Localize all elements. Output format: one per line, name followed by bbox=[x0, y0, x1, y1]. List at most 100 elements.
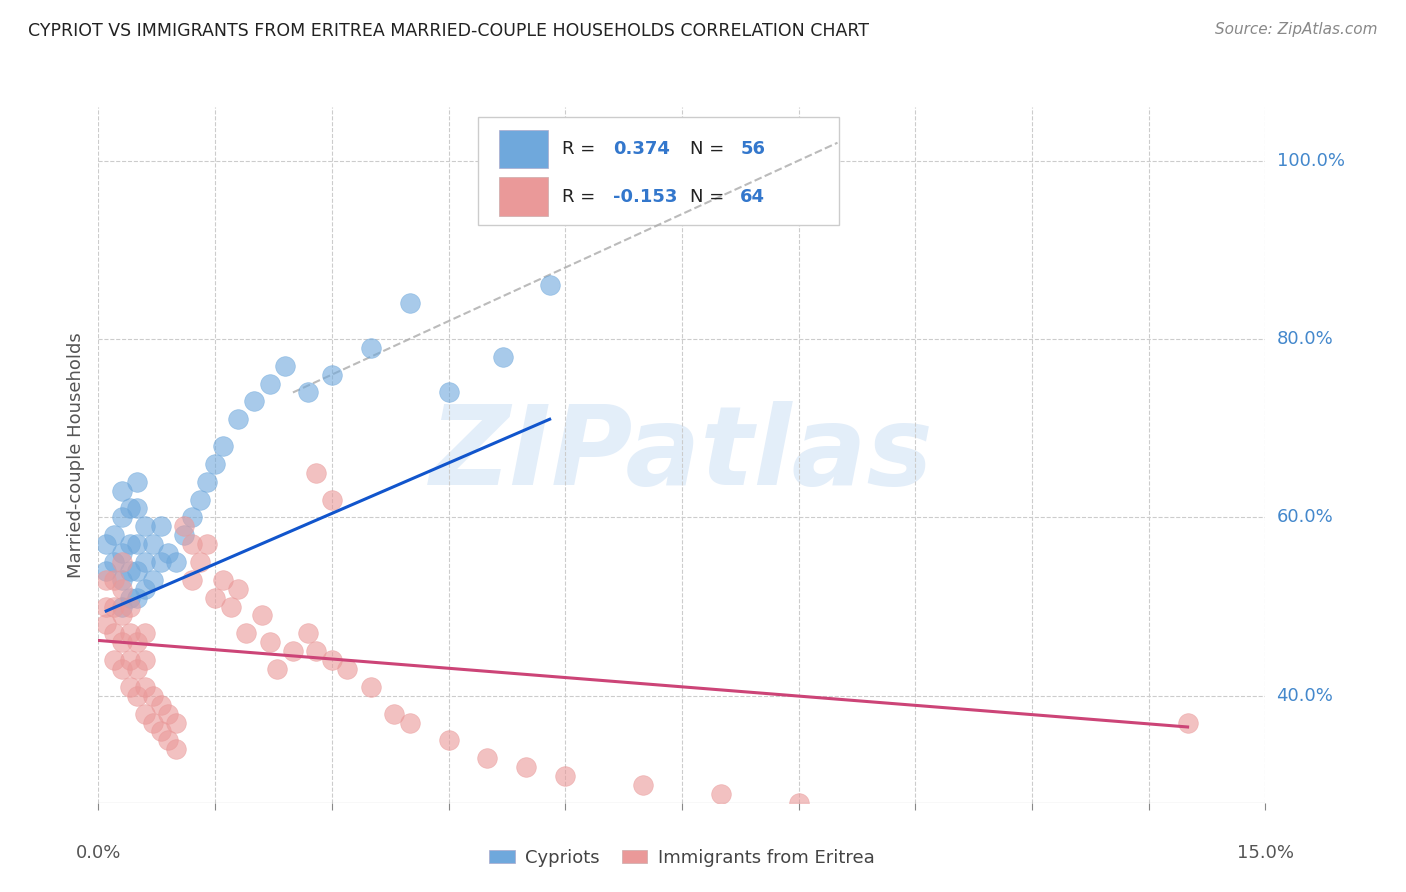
Point bbox=[188, 492, 211, 507]
Point bbox=[142, 537, 165, 551]
FancyBboxPatch shape bbox=[478, 118, 839, 226]
Point bbox=[297, 385, 319, 400]
Point bbox=[118, 537, 141, 551]
Point bbox=[118, 564, 141, 578]
Point bbox=[149, 698, 172, 712]
Point bbox=[787, 796, 810, 810]
Point bbox=[127, 689, 149, 703]
Point bbox=[477, 751, 499, 765]
Point bbox=[235, 626, 257, 640]
Point bbox=[118, 591, 141, 605]
Point bbox=[492, 350, 515, 364]
Point bbox=[111, 608, 134, 623]
Point bbox=[111, 573, 134, 587]
Bar bbox=[499, 178, 548, 216]
Point bbox=[134, 582, 156, 596]
Point bbox=[134, 519, 156, 533]
Point bbox=[631, 778, 654, 792]
Point bbox=[111, 599, 134, 614]
Point bbox=[103, 555, 125, 569]
Point bbox=[259, 376, 281, 391]
Point bbox=[103, 599, 125, 614]
Point bbox=[398, 296, 420, 310]
Point bbox=[103, 528, 125, 542]
Point bbox=[515, 760, 537, 774]
Point bbox=[250, 608, 273, 623]
Point bbox=[149, 519, 172, 533]
Point bbox=[118, 680, 141, 694]
Point bbox=[149, 724, 172, 739]
Text: R =: R = bbox=[562, 187, 600, 206]
Point bbox=[142, 715, 165, 730]
Point bbox=[103, 573, 125, 587]
Point bbox=[219, 599, 242, 614]
Point bbox=[96, 599, 118, 614]
Point bbox=[111, 635, 134, 649]
Point bbox=[1177, 715, 1199, 730]
Point bbox=[157, 733, 180, 747]
Point bbox=[111, 510, 134, 524]
Point bbox=[360, 680, 382, 694]
Text: R =: R = bbox=[562, 140, 600, 158]
Point bbox=[336, 662, 359, 676]
Point bbox=[96, 537, 118, 551]
Point bbox=[710, 787, 733, 801]
Text: 100.0%: 100.0% bbox=[1277, 152, 1344, 169]
Point bbox=[142, 689, 165, 703]
Point bbox=[173, 519, 195, 533]
Point bbox=[228, 412, 250, 426]
Point bbox=[111, 582, 134, 596]
Text: -0.153: -0.153 bbox=[613, 187, 678, 206]
Point bbox=[111, 555, 134, 569]
Point bbox=[111, 662, 134, 676]
Point bbox=[127, 475, 149, 489]
Point bbox=[127, 635, 149, 649]
Point bbox=[173, 528, 195, 542]
Point bbox=[127, 537, 149, 551]
Point bbox=[360, 341, 382, 355]
Point bbox=[195, 537, 218, 551]
Point bbox=[437, 733, 460, 747]
Point bbox=[134, 555, 156, 569]
Text: N =: N = bbox=[690, 140, 730, 158]
Point bbox=[437, 385, 460, 400]
Point bbox=[297, 626, 319, 640]
Point bbox=[118, 501, 141, 516]
Point bbox=[281, 644, 304, 658]
Point bbox=[204, 591, 226, 605]
Point bbox=[212, 573, 235, 587]
Point bbox=[195, 475, 218, 489]
Y-axis label: Married-couple Households: Married-couple Households bbox=[66, 332, 84, 578]
Point bbox=[538, 278, 561, 293]
Text: 0.374: 0.374 bbox=[613, 140, 669, 158]
Text: 80.0%: 80.0% bbox=[1277, 330, 1333, 348]
Point bbox=[127, 564, 149, 578]
Point bbox=[180, 537, 202, 551]
Point bbox=[134, 680, 156, 694]
Point bbox=[259, 635, 281, 649]
Text: 60.0%: 60.0% bbox=[1277, 508, 1333, 526]
Text: 15.0%: 15.0% bbox=[1237, 845, 1294, 863]
Point bbox=[111, 546, 134, 560]
Point bbox=[134, 626, 156, 640]
Bar bbox=[499, 130, 548, 169]
Point bbox=[111, 483, 134, 498]
Text: 56: 56 bbox=[741, 140, 765, 158]
Point bbox=[321, 653, 343, 667]
Point bbox=[305, 466, 328, 480]
Point bbox=[134, 653, 156, 667]
Text: 0.0%: 0.0% bbox=[76, 845, 121, 863]
Point bbox=[103, 653, 125, 667]
Point bbox=[103, 626, 125, 640]
Point bbox=[157, 546, 180, 560]
Point bbox=[274, 359, 297, 373]
Point bbox=[127, 591, 149, 605]
Point bbox=[96, 573, 118, 587]
Point bbox=[149, 555, 172, 569]
Text: ZIPatlas: ZIPatlas bbox=[430, 401, 934, 508]
Point bbox=[212, 439, 235, 453]
Point bbox=[118, 626, 141, 640]
Point bbox=[266, 662, 288, 676]
Text: CYPRIOT VS IMMIGRANTS FROM ERITREA MARRIED-COUPLE HOUSEHOLDS CORRELATION CHART: CYPRIOT VS IMMIGRANTS FROM ERITREA MARRI… bbox=[28, 22, 869, 40]
Text: Source: ZipAtlas.com: Source: ZipAtlas.com bbox=[1215, 22, 1378, 37]
